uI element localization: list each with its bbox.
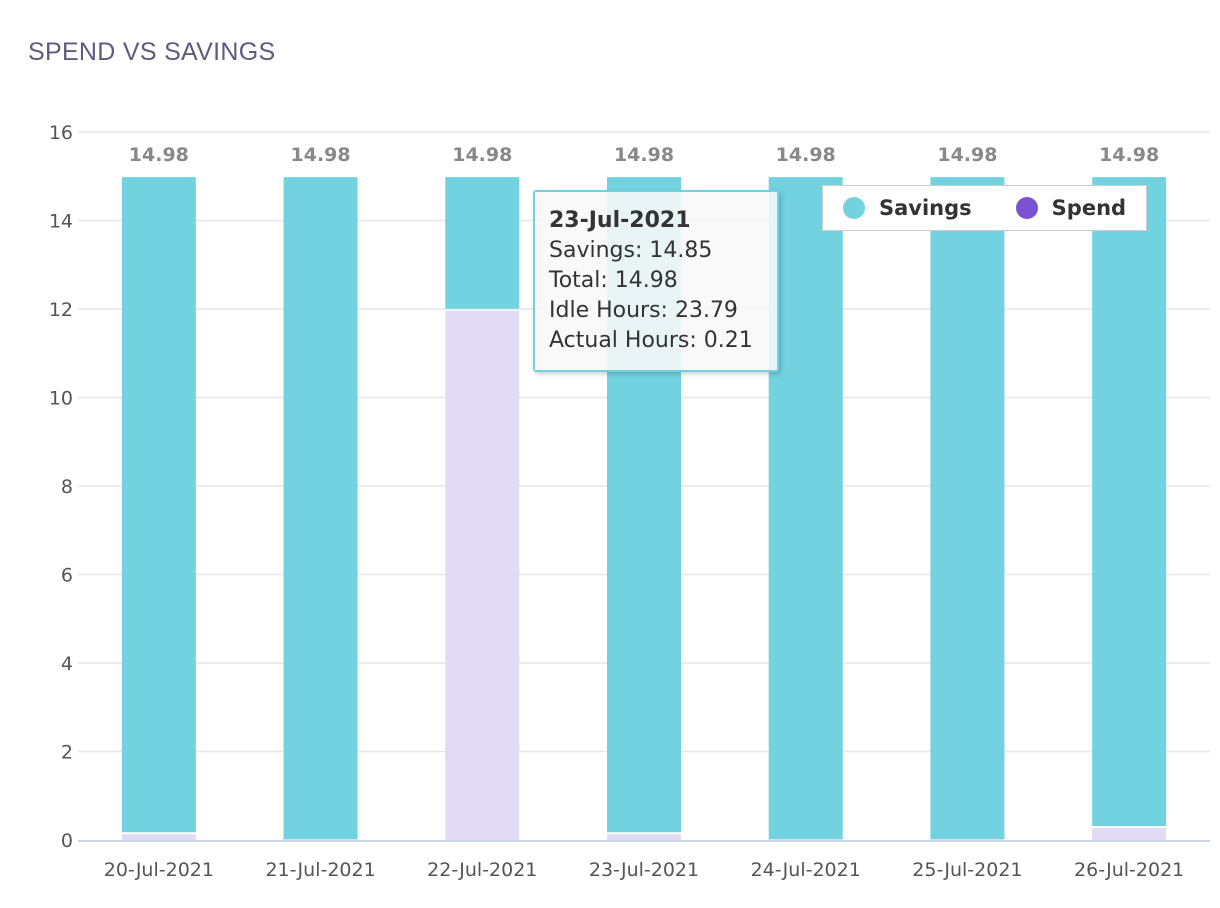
tooltip-line: Total: 14.98 xyxy=(549,268,678,293)
x-tick-label: 20-Jul-2021 xyxy=(104,859,214,881)
x-tick-label: 21-Jul-2021 xyxy=(265,859,375,881)
y-tick-label: 16 xyxy=(49,122,73,144)
y-tick-label: 14 xyxy=(49,211,73,233)
tooltip-line: Actual Hours: 0.21 xyxy=(549,328,753,353)
data-label: 14.98 xyxy=(937,144,997,166)
tooltip-arrow xyxy=(647,179,669,190)
x-tick-label: 25-Jul-2021 xyxy=(912,859,1022,881)
bar-savings[interactable] xyxy=(121,177,196,833)
data-label: 14.98 xyxy=(776,144,836,166)
x-tick-label: 22-Jul-2021 xyxy=(427,859,537,881)
data-label: 14.98 xyxy=(452,144,512,166)
bar-spend[interactable] xyxy=(445,310,520,840)
bar-savings[interactable] xyxy=(445,177,520,309)
savings-dot-icon xyxy=(843,197,865,219)
y-tick-label: 6 xyxy=(61,565,73,587)
x-tick-label: 24-Jul-2021 xyxy=(751,859,861,881)
bar-spend[interactable] xyxy=(283,839,358,840)
data-label: 14.98 xyxy=(129,144,189,166)
data-label: 14.98 xyxy=(1099,144,1159,166)
legend-label: Spend xyxy=(1051,196,1127,220)
y-tick-label: 8 xyxy=(61,476,73,498)
bar-savings[interactable] xyxy=(1092,177,1167,827)
tooltip-title: 23-Jul-2021 xyxy=(549,208,691,233)
tooltip: 23-Jul-2021 Savings: 14.85 Total: 14.98 … xyxy=(533,190,779,372)
legend-item-spend[interactable]: Spend xyxy=(1015,196,1127,220)
x-tick-label: 23-Jul-2021 xyxy=(589,859,699,881)
bar-spend[interactable] xyxy=(1092,828,1167,840)
bar-spend[interactable] xyxy=(768,839,843,840)
legend: Savings Spend xyxy=(822,185,1147,231)
bar-spend[interactable] xyxy=(607,834,681,840)
tooltip-line: Savings: 14.85 xyxy=(549,238,713,263)
y-tick-label: 10 xyxy=(49,388,73,410)
bar-savings[interactable] xyxy=(930,177,1005,840)
bar-savings[interactable] xyxy=(283,177,358,840)
data-label: 14.98 xyxy=(614,144,674,166)
chart-title: SPEND VS SAVINGS xyxy=(28,38,276,66)
bar-spend[interactable] xyxy=(930,839,1005,840)
legend-item-savings[interactable]: Savings xyxy=(843,196,972,220)
y-tick-label: 4 xyxy=(61,653,73,675)
y-tick-label: 2 xyxy=(61,742,73,764)
x-tick-label: 26-Jul-2021 xyxy=(1074,859,1184,881)
y-tick-label: 0 xyxy=(61,830,73,852)
bar-spend[interactable] xyxy=(121,834,196,840)
data-label: 14.98 xyxy=(291,144,351,166)
bar-savings[interactable] xyxy=(768,177,843,840)
spend-dot-icon xyxy=(1015,197,1038,219)
tooltip-line: Idle Hours: 23.79 xyxy=(549,298,738,323)
legend-label: Savings xyxy=(879,196,972,220)
y-tick-label: 12 xyxy=(49,299,73,321)
